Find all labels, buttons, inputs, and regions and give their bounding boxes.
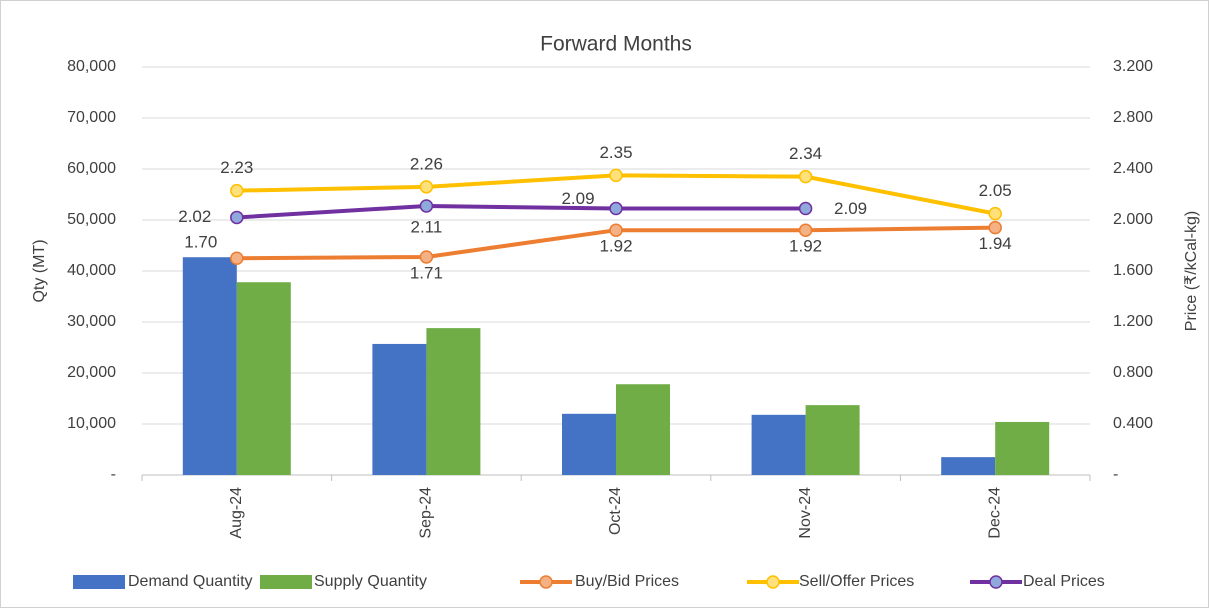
y2-tick-label: 0.800 [1113, 364, 1153, 381]
y2-tick-label: 1.600 [1113, 262, 1153, 279]
y2-tick-label: 2.400 [1113, 160, 1153, 177]
bar [372, 343, 427, 475]
legend-label: Buy/Bid Prices [575, 573, 679, 590]
legend-marker [989, 575, 1003, 589]
line-marker [230, 251, 244, 265]
bar [182, 257, 237, 475]
y-tick-label: - [111, 466, 116, 483]
line-marker [609, 168, 623, 183]
data-label: 1.94 [979, 234, 1012, 253]
y-axis-title: Qty (MT) [31, 239, 48, 302]
legend-label: Demand Quantity [128, 573, 253, 590]
line-marker [419, 250, 434, 264]
data-label: 2.34 [789, 144, 822, 163]
y2-tick-label: 3.200 [1113, 58, 1153, 75]
legend-swatch [260, 575, 312, 589]
legend-label: Deal Prices [1023, 573, 1105, 590]
data-label: 1.92 [789, 237, 822, 256]
x-tick-label: Dec-24 [986, 487, 1003, 539]
y-tick-label: 30,000 [67, 313, 116, 330]
bar [995, 421, 1050, 475]
y2-tick-label: 2.800 [1113, 109, 1153, 126]
bar [751, 414, 806, 475]
x-tick-label: Oct-24 [607, 487, 624, 535]
legend-label: Sell/Offer Prices [799, 573, 914, 590]
chart-title: Forward Months [540, 33, 692, 56]
data-label: 2.09 [834, 199, 867, 218]
y2-tick-label: - [1113, 466, 1118, 483]
y-tick-label: 50,000 [67, 211, 116, 228]
line-marker [988, 206, 1002, 221]
x-tick-label: Aug-24 [228, 487, 245, 539]
data-label: 2.23 [220, 158, 253, 177]
y2-tick-label: 2.000 [1113, 211, 1153, 228]
line-marker [230, 210, 244, 225]
legend-marker [539, 575, 553, 589]
line-marker [609, 223, 623, 237]
bar [616, 384, 670, 475]
bar [236, 282, 291, 475]
x-tick-label: Sep-24 [418, 487, 435, 539]
data-label: 1.92 [599, 237, 632, 256]
line-marker [419, 199, 434, 213]
data-label: 2.26 [410, 154, 443, 173]
y-tick-label: 70,000 [67, 109, 116, 126]
data-label: 2.09 [561, 189, 594, 208]
legend-marker [766, 575, 780, 589]
data-label: 2.35 [599, 143, 632, 162]
bar [562, 413, 616, 475]
y-tick-label: 40,000 [67, 262, 116, 279]
line-marker [609, 201, 623, 216]
line [236, 203, 806, 220]
data-label: 2.05 [979, 181, 1012, 200]
line-marker [419, 180, 434, 194]
legend-label: Supply Quantity [314, 573, 427, 590]
y2-axis-title: Price (₹/kCal-kg) [1183, 211, 1200, 331]
y2-tick-label: 1.200 [1113, 313, 1153, 330]
bar [805, 405, 860, 475]
y-tick-label: 20,000 [67, 364, 116, 381]
legend-swatch [73, 575, 125, 589]
line-marker [798, 169, 813, 184]
x-tick-label: Nov-24 [797, 487, 814, 539]
bar [426, 328, 481, 475]
line-marker [798, 201, 813, 216]
bar [941, 457, 996, 475]
y-tick-label: 60,000 [67, 160, 116, 177]
data-label: 2.02 [178, 207, 211, 226]
y-tick-label: 80,000 [67, 58, 116, 75]
data-label: 1.71 [410, 263, 443, 282]
line-marker [988, 220, 1002, 235]
line-marker [230, 183, 244, 198]
data-label: 2.11 [410, 217, 442, 236]
y-tick-label: 10,000 [67, 415, 116, 432]
data-label: 1.70 [184, 233, 217, 252]
line-marker [798, 223, 813, 237]
y2-tick-label: 0.400 [1113, 415, 1153, 432]
